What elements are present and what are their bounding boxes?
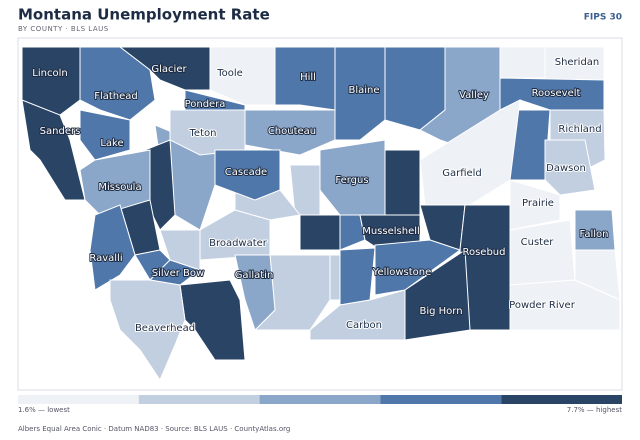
county-label: Richland	[558, 124, 601, 135]
county-shape	[79, 109, 131, 161]
county-labels: Lincoln Glacier Toole Hill Blaine Valley Sheri…	[31, 56, 609, 335]
county-shape	[234, 254, 276, 331]
county-shape	[214, 149, 281, 201]
county-label: Lincoln	[32, 68, 67, 79]
county-label: Glacier	[151, 64, 187, 75]
county-shape	[309, 289, 406, 341]
county-label: Pondera	[185, 99, 226, 110]
county-label: Flathead	[94, 91, 138, 102]
legend-swatch	[138, 395, 260, 404]
legend-swatch	[501, 395, 622, 404]
county-label: Chouteau	[268, 126, 316, 137]
county-label: Missoula	[98, 182, 141, 193]
subtitle: BY COUNTY · BLS LAUS	[18, 25, 109, 33]
county-label: Garfield	[442, 168, 482, 179]
county-shape	[199, 209, 271, 261]
county-shape	[109, 279, 186, 382]
county-label: Roosevelt	[532, 88, 581, 99]
legend-swatch	[18, 395, 139, 404]
county-label: Lake	[100, 138, 123, 149]
county-shape	[509, 219, 576, 286]
county-label: Beaverhead	[135, 323, 195, 334]
county-shape	[209, 46, 276, 106]
county-label: Blaine	[348, 85, 379, 96]
county-label: Silver Bow	[152, 268, 204, 279]
county-label: Prairie	[522, 198, 554, 209]
county-label: Ravalli	[89, 253, 122, 264]
county-shape	[574, 209, 616, 251]
county-shape	[244, 109, 336, 156]
county-shape	[179, 279, 246, 361]
county-shape	[374, 239, 462, 296]
county-label: Sanders	[40, 126, 81, 137]
county-shape	[89, 204, 136, 291]
county-shape	[274, 46, 336, 111]
county-shape	[79, 46, 156, 121]
county-label: Musselshell	[362, 226, 420, 237]
badge: FIPS 30	[584, 13, 622, 23]
county-label: Broadwater	[209, 238, 268, 249]
county-label: Yellowstone	[372, 267, 432, 278]
title: Montana Unemployment Rate	[18, 6, 270, 24]
county-shape	[544, 139, 596, 196]
legend-swatch	[259, 395, 381, 404]
county-label: Fergus	[335, 175, 368, 186]
county-label: Toole	[216, 68, 243, 79]
county-label: Carbon	[346, 320, 382, 331]
county-label: Custer	[521, 237, 555, 248]
county-shape	[459, 204, 511, 331]
county-label: Fallon	[580, 229, 609, 240]
legend-swatch	[380, 395, 502, 404]
county-shape	[79, 149, 151, 216]
county-label: Gallatin	[235, 270, 274, 281]
county-shape	[499, 46, 546, 79]
county-label: Dawson	[546, 163, 586, 174]
legend-min: 1.6% — lowest	[18, 406, 70, 414]
county-shape	[509, 279, 621, 331]
county-label: Powder River	[509, 300, 576, 311]
counties	[21, 46, 621, 382]
legend-max: 7.7% — highest	[567, 406, 622, 414]
county-label: Teton	[189, 128, 217, 139]
county-shape	[339, 247, 376, 306]
county-shape	[299, 214, 341, 251]
county-label: Rosebud	[462, 247, 505, 258]
county-label: Valley	[459, 90, 489, 101]
footer: Albers Equal Area Conic · Datum NAD83 · …	[18, 425, 290, 433]
county-label: Sheridan	[555, 57, 600, 68]
county-label: Big Horn	[419, 306, 462, 317]
legend	[18, 395, 622, 404]
county-shape	[384, 149, 421, 216]
county-label: Hill	[300, 72, 316, 83]
county-label: Cascade	[225, 167, 267, 178]
